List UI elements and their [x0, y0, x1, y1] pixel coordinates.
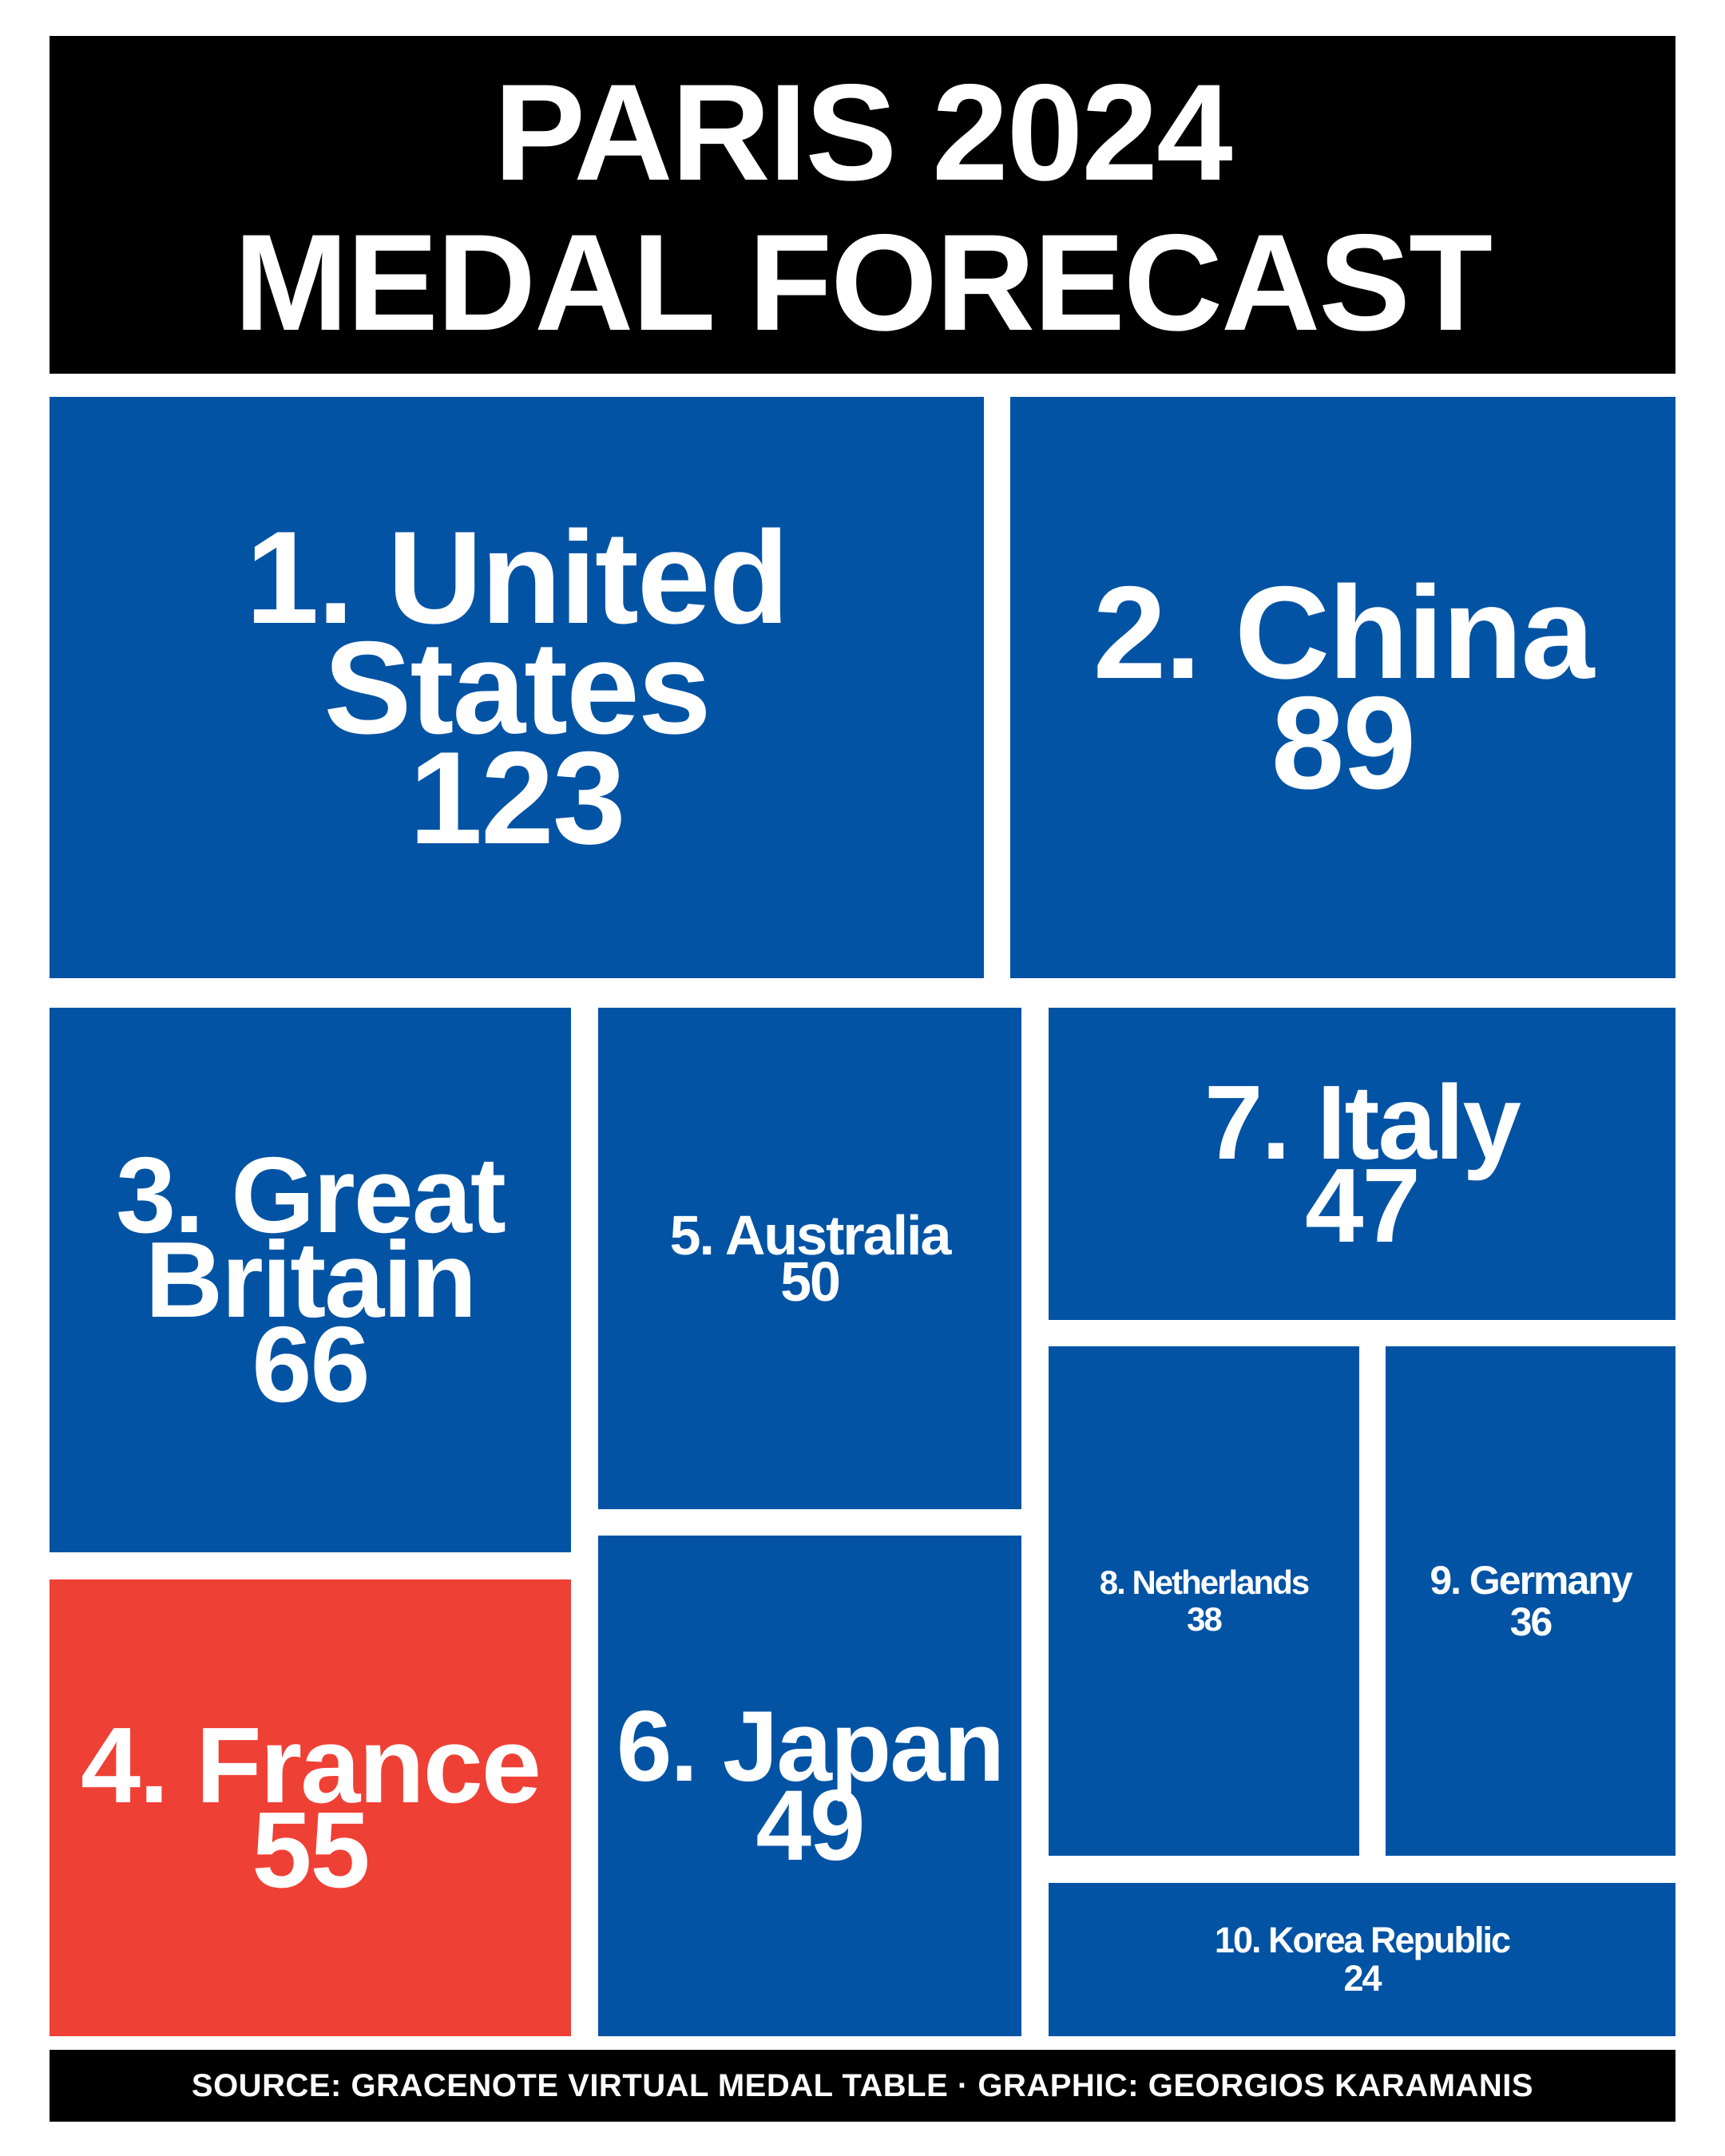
chart-title-line-1: PARIS 2024 — [494, 55, 1232, 209]
tile-label: 1. United States — [245, 504, 790, 761]
tile-medal-count: 24 — [1343, 1958, 1382, 1999]
chart-title-banner: PARIS 2024 MEDAL FORECAST — [50, 36, 1675, 374]
treemap-tile-netherlands: 8. Netherlands 38 — [1049, 1346, 1359, 1856]
chart-title-line-2: MEDAL FORECAST — [233, 205, 1493, 359]
treemap-tile-japan: 6. Japan 49 — [598, 1536, 1021, 2036]
tile-label: 7. Italy — [1204, 1063, 1521, 1181]
tile-label: 5. Australia — [669, 1204, 952, 1266]
treemap-tile-germany: 9. Germany 36 — [1386, 1346, 1675, 1856]
tile-label: 4. France — [81, 1705, 541, 1825]
treemap-tile-italy: 7. Italy 47 — [1049, 1008, 1675, 1320]
tile-label: 3. Great Britain — [116, 1135, 506, 1340]
treemap-tile-australia: 5. Australia 50 — [598, 1008, 1021, 1509]
tile-medal-count: 49 — [755, 1770, 865, 1881]
treemap-tile-great-britain: 3. Great Britain 66 — [50, 1008, 571, 1552]
tile-medal-count: 89 — [1271, 669, 1417, 816]
tile-label: 9. Germany — [1430, 1558, 1632, 1603]
tile-label: 2. China — [1092, 559, 1595, 706]
tile-medal-count: 50 — [780, 1250, 841, 1313]
treemap-tile-united-states: 1. United States 123 — [50, 397, 984, 978]
treemap-tile-china: 2. China 89 — [1010, 397, 1675, 978]
source-credit: SOURCE: GRACENOTE VIRTUAL MEDAL TABLE · … — [50, 2050, 1675, 2122]
tile-label: 6. Japan — [616, 1690, 1005, 1802]
tile-medal-count: 123 — [409, 724, 625, 871]
treemap-tile-korea-republic: 10. Korea Republic 24 — [1049, 1883, 1675, 2036]
tile-label: 10. Korea Republic — [1214, 1920, 1511, 1960]
tile-medal-count: 38 — [1187, 1600, 1223, 1638]
tile-medal-count: 66 — [252, 1304, 370, 1425]
tile-medal-count: 55 — [252, 1789, 370, 1910]
tile-medal-count: 36 — [1509, 1599, 1553, 1644]
treemap-tile-france: 4. France 55 — [50, 1579, 571, 2036]
tile-medal-count: 47 — [1305, 1146, 1421, 1264]
tile-label: 8. Netherlands — [1099, 1563, 1310, 1601]
